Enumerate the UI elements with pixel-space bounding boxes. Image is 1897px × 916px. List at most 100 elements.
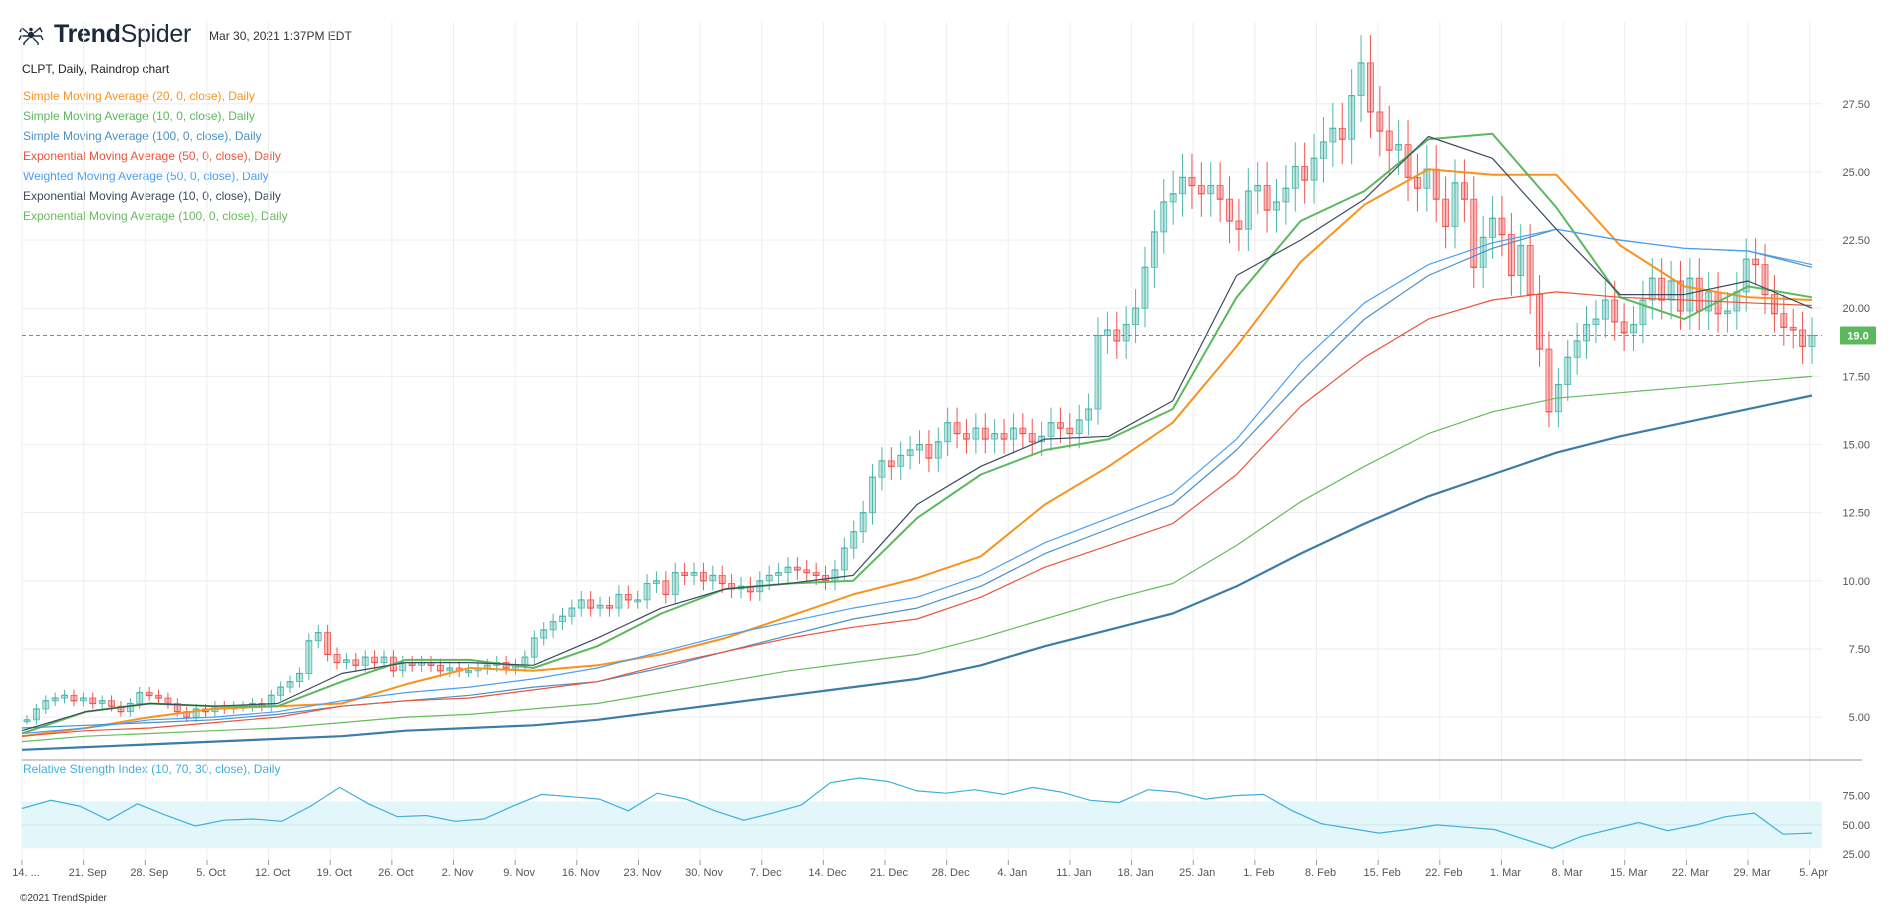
candle-body[interactable] xyxy=(1244,190,1252,230)
candle-body[interactable] xyxy=(615,594,623,609)
candle-body[interactable] xyxy=(587,599,595,609)
legend-item[interactable]: Exponential Moving Average (50, 0, close… xyxy=(23,149,281,163)
candle-body[interactable] xyxy=(1695,277,1703,312)
candle-body[interactable] xyxy=(1066,427,1074,435)
candle-body[interactable] xyxy=(1103,329,1111,336)
candle-body[interactable] xyxy=(136,692,144,704)
candle-body[interactable] xyxy=(1188,176,1196,186)
candle-body[interactable] xyxy=(164,697,172,704)
candle-body[interactable] xyxy=(1263,185,1271,211)
candle-body[interactable] xyxy=(324,632,332,655)
series-line[interactable] xyxy=(21,394,1813,751)
candle-body[interactable] xyxy=(972,427,980,440)
candle-body[interactable] xyxy=(352,659,360,666)
candle-body[interactable] xyxy=(32,708,40,721)
candle-body[interactable] xyxy=(286,681,294,688)
candle-body[interactable] xyxy=(671,572,679,595)
candle-body[interactable] xyxy=(897,455,905,467)
candle-body[interactable] xyxy=(1019,427,1027,435)
candle-body[interactable] xyxy=(568,607,576,617)
candle-body[interactable] xyxy=(559,615,566,623)
candle-body[interactable] xyxy=(42,700,50,710)
candle-body[interactable] xyxy=(530,637,538,658)
candle-body[interactable] xyxy=(1489,217,1496,238)
candle-body[interactable] xyxy=(1197,185,1205,195)
candle-body[interactable] xyxy=(1338,127,1346,140)
candle-body[interactable] xyxy=(89,697,97,704)
candle-body[interactable] xyxy=(1414,176,1421,189)
candle-body[interactable] xyxy=(1169,193,1177,203)
candle-body[interactable] xyxy=(1442,198,1450,227)
candle-body[interactable] xyxy=(1545,348,1553,413)
candle-body[interactable] xyxy=(1075,419,1083,435)
series-line[interactable] xyxy=(21,132,1813,735)
candle-body[interactable] xyxy=(70,694,78,702)
series-line[interactable] xyxy=(21,168,1813,738)
legend-item[interactable]: Simple Moving Average (20, 0, close), Da… xyxy=(23,89,255,103)
candle-body[interactable] xyxy=(577,599,585,609)
candle-body[interactable] xyxy=(1320,141,1327,159)
candle-body[interactable] xyxy=(765,574,773,582)
candle-body[interactable] xyxy=(1273,201,1280,211)
candle-body[interactable] xyxy=(1235,220,1243,230)
series-line[interactable] xyxy=(21,375,1813,743)
candle-body[interactable] xyxy=(1808,335,1816,347)
candle-body[interactable] xyxy=(277,686,285,696)
candle-body[interactable] xyxy=(1592,318,1600,325)
candle-body[interactable] xyxy=(108,700,115,707)
candle-body[interactable] xyxy=(1047,422,1055,437)
candle-body[interactable] xyxy=(1226,198,1233,222)
legend-item[interactable]: Simple Moving Average (10, 0, close), Da… xyxy=(23,109,255,123)
candle-body[interactable] xyxy=(850,531,858,549)
candle-body[interactable] xyxy=(944,422,952,443)
candle-body[interactable] xyxy=(1028,433,1036,443)
legend-item[interactable]: Exponential Moving Average (100, 0, clos… xyxy=(23,209,288,223)
candle-body[interactable] xyxy=(643,583,651,601)
candle-body[interactable] xyxy=(126,703,134,713)
candle-body[interactable] xyxy=(1094,335,1102,410)
candle-body[interactable] xyxy=(1329,127,1337,143)
candle-body[interactable] xyxy=(1367,62,1374,113)
candle-body[interactable] xyxy=(1385,130,1393,151)
rsi-line[interactable] xyxy=(21,777,1813,849)
candle-body[interactable] xyxy=(549,621,557,631)
candle-body[interactable] xyxy=(1348,95,1356,140)
candle-body[interactable] xyxy=(540,629,548,639)
candle-body[interactable] xyxy=(1301,166,1309,181)
candle-body[interactable] xyxy=(906,449,914,456)
candle-body[interactable] xyxy=(784,566,792,574)
candle-body[interactable] xyxy=(1395,144,1403,151)
candle-body[interactable] xyxy=(934,441,942,459)
candle-body[interactable] xyxy=(662,580,670,595)
candle-body[interactable] xyxy=(1658,277,1666,301)
candle-body[interactable] xyxy=(267,694,275,707)
candle-body[interactable] xyxy=(1132,307,1139,325)
candle-body[interactable] xyxy=(436,664,444,672)
candle-body[interactable] xyxy=(878,460,886,478)
candle-body[interactable] xyxy=(1160,201,1168,233)
series-line[interactable] xyxy=(21,228,1813,729)
candle-body[interactable] xyxy=(1282,187,1290,203)
candle-body[interactable] xyxy=(1357,62,1365,97)
candle-body[interactable] xyxy=(953,422,961,435)
candle-body[interactable] xyxy=(1526,245,1534,295)
candle-body[interactable] xyxy=(709,574,717,582)
candle-body[interactable] xyxy=(1179,176,1186,195)
candle-body[interactable] xyxy=(380,656,388,663)
candle-body[interactable] xyxy=(1611,299,1619,323)
series-line[interactable] xyxy=(21,228,1813,735)
candle-body[interactable] xyxy=(1583,324,1590,342)
candle-body[interactable] xyxy=(1498,217,1506,236)
candle-body[interactable] xyxy=(700,572,707,582)
candle-body[interactable] xyxy=(1686,277,1694,312)
candle-body[interactable] xyxy=(1150,231,1158,268)
candle-body[interactable] xyxy=(624,594,632,601)
candle-body[interactable] xyxy=(1507,234,1515,276)
candle-body[interactable] xyxy=(1601,299,1609,320)
candle-body[interactable] xyxy=(1799,329,1807,347)
candle-body[interactable] xyxy=(1667,280,1675,301)
candle-body[interactable] xyxy=(718,574,726,584)
candle-body[interactable] xyxy=(296,673,303,683)
candle-body[interactable] xyxy=(840,547,848,571)
candle-body[interactable] xyxy=(1310,157,1318,181)
